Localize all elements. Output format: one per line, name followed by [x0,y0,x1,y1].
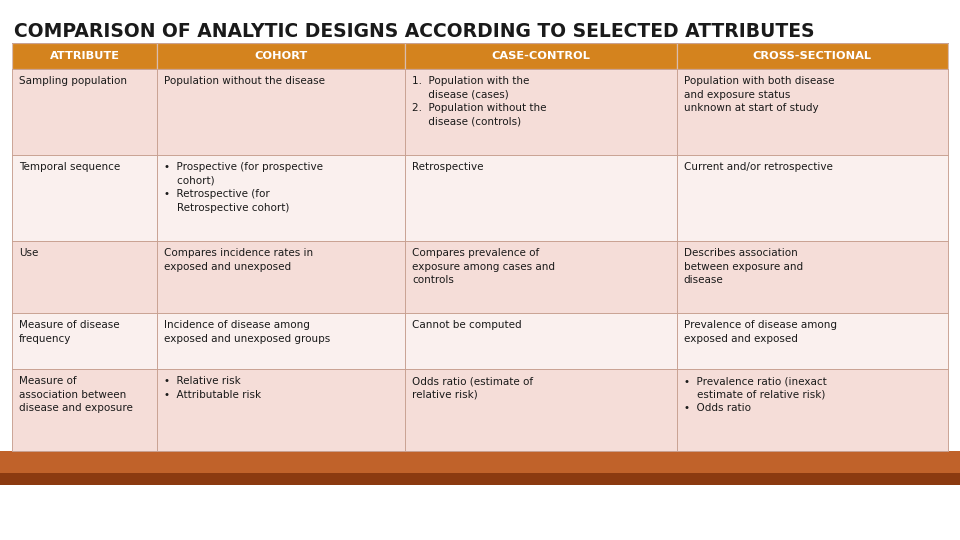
Text: COMPARISON OF ANALYTIC DESIGNS ACCORDING TO SELECTED ATTRIBUTES: COMPARISON OF ANALYTIC DESIGNS ACCORDING… [14,22,814,41]
FancyBboxPatch shape [157,43,405,69]
Text: CROSS-SECTIONAL: CROSS-SECTIONAL [753,51,872,61]
Text: COHORT: COHORT [254,51,308,61]
FancyBboxPatch shape [405,43,677,69]
Text: CASE-CONTROL: CASE-CONTROL [492,51,590,61]
Text: Odds ratio (estimate of
relative risk): Odds ratio (estimate of relative risk) [412,376,533,400]
Text: Incidence of disease among
exposed and unexposed groups: Incidence of disease among exposed and u… [164,320,330,343]
FancyBboxPatch shape [157,69,405,155]
Text: •  Relative risk
•  Attributable risk: • Relative risk • Attributable risk [164,376,261,400]
FancyBboxPatch shape [12,43,157,69]
Text: Population without the disease: Population without the disease [164,76,325,86]
FancyBboxPatch shape [677,155,948,241]
FancyBboxPatch shape [12,241,157,313]
FancyBboxPatch shape [405,69,677,155]
Text: Measure of disease
frequency: Measure of disease frequency [19,320,120,343]
FancyBboxPatch shape [405,241,677,313]
FancyBboxPatch shape [12,69,157,155]
FancyBboxPatch shape [405,369,677,451]
FancyBboxPatch shape [157,155,405,241]
FancyBboxPatch shape [157,313,405,369]
FancyBboxPatch shape [0,473,960,485]
FancyBboxPatch shape [12,313,157,369]
FancyBboxPatch shape [12,155,157,241]
Text: 1.  Population with the
     disease (cases)
2.  Population without the
     dis: 1. Population with the disease (cases) 2… [412,76,546,127]
FancyBboxPatch shape [405,313,677,369]
Text: Describes association
between exposure and
disease: Describes association between exposure a… [684,248,803,285]
Text: •  Prospective (for prospective
    cohort)
•  Retrospective (for
    Retrospect: • Prospective (for prospective cohort) •… [164,162,324,213]
FancyBboxPatch shape [677,241,948,313]
Text: Sampling population: Sampling population [19,76,127,86]
Text: Population with both disease
and exposure status
unknown at start of study: Population with both disease and exposur… [684,76,834,113]
FancyBboxPatch shape [677,369,948,451]
Text: Current and/or retrospective: Current and/or retrospective [684,162,832,172]
FancyBboxPatch shape [0,451,960,485]
FancyBboxPatch shape [677,43,948,69]
Text: Temporal sequence: Temporal sequence [19,162,120,172]
FancyBboxPatch shape [677,313,948,369]
Text: Measure of
association between
disease and exposure: Measure of association between disease a… [19,376,132,413]
Text: Use: Use [19,248,38,258]
Text: Retrospective: Retrospective [412,162,484,172]
Text: •  Prevalence ratio (inexact
    estimate of relative risk)
•  Odds ratio: • Prevalence ratio (inexact estimate of … [684,376,827,413]
Text: Compares incidence rates in
exposed and unexposed: Compares incidence rates in exposed and … [164,248,313,272]
FancyBboxPatch shape [677,69,948,155]
Text: ATTRIBUTE: ATTRIBUTE [50,51,120,61]
FancyBboxPatch shape [157,241,405,313]
Text: Prevalence of disease among
exposed and exposed: Prevalence of disease among exposed and … [684,320,836,343]
FancyBboxPatch shape [157,369,405,451]
Text: Compares prevalence of
exposure among cases and
controls: Compares prevalence of exposure among ca… [412,248,555,285]
Text: Cannot be computed: Cannot be computed [412,320,521,330]
FancyBboxPatch shape [12,369,157,451]
FancyBboxPatch shape [405,155,677,241]
